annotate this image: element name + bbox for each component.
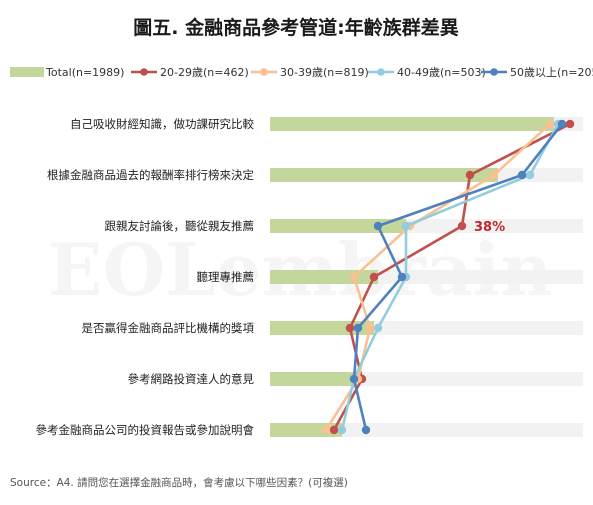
- legend-label-3: 40-49歲(n=503): [397, 65, 486, 79]
- legend-marker-1: [140, 68, 148, 76]
- legend: Total(n=1989) 20-29歲(n=462) 30-39歲(n=819) 4…: [10, 65, 593, 79]
- bar-total-1: [270, 168, 498, 182]
- series-0-point-6: [329, 425, 339, 435]
- category-label-6: 參考金融商品公司的投資報告或參加說明會: [36, 423, 255, 437]
- category-label-2: 跟親友討論後，聽從親友推薦: [105, 219, 255, 233]
- series-2-point-2: [401, 221, 411, 231]
- series-0-point-3: [369, 272, 379, 282]
- series-3-point-5: [349, 374, 359, 384]
- series-2-point-6: [337, 425, 347, 435]
- series-3-point-4: [353, 323, 363, 333]
- category-label-1: 根據金融商品過去的報酬率排行榜來決定: [47, 168, 254, 182]
- legend-swatch-0: [10, 67, 44, 77]
- category-labels: 自己吸收財經知識，做功課研究比較根據金融商品過去的報酬率排行榜來決定跟親友討論後…: [36, 117, 255, 437]
- category-label-5: 參考網路投資達人的意見: [128, 372, 255, 386]
- series-3-point-6: [361, 425, 371, 435]
- series-3-point-1: [517, 170, 527, 180]
- bar-total-5: [270, 372, 354, 386]
- series-1-point-4: [365, 323, 375, 333]
- legend-label-4: 50歲以上(n=205): [510, 65, 593, 79]
- series-1-point-0: [545, 119, 555, 129]
- series-1-point-1: [489, 170, 499, 180]
- legend-marker-4: [490, 68, 498, 76]
- bar-total-3: [270, 270, 378, 284]
- series-1-point-3: [349, 272, 359, 282]
- total-bars: [270, 117, 554, 437]
- series-0-point-0: [565, 119, 575, 129]
- legend-label-0: Total(n=1989): [45, 66, 124, 79]
- series-0-point-4: [345, 323, 355, 333]
- legend-label-1: 20-29歲(n=462): [160, 65, 249, 79]
- series-0-point-1: [465, 170, 475, 180]
- series-1-point-6: [321, 425, 331, 435]
- bar-total-2: [270, 219, 406, 233]
- chart-title: 圖五. 金融商品參考管道:年齡族群差異: [133, 16, 458, 39]
- series-0-point-2: [457, 221, 467, 231]
- series-3-point-3: [397, 272, 407, 282]
- source-note: Source：A4. 請問您在選擇金融商品時，會考慮以下哪些因素？(可複選): [10, 476, 348, 489]
- series-lines: [321, 119, 575, 435]
- series-2-point-4: [373, 323, 383, 333]
- category-label-0: 自己吸收財經知識，做功課研究比較: [70, 117, 254, 131]
- watermark: EOLembrain: [48, 227, 553, 312]
- category-label-3: 聽理專推薦: [197, 270, 255, 284]
- annotations: 38%: [474, 220, 505, 235]
- category-label-4: 是否贏得金融商品評比機構的獎項: [82, 321, 255, 335]
- annotation-0: 38%: [474, 220, 505, 235]
- row-background-6: [270, 423, 583, 437]
- bar-total-0: [270, 117, 554, 131]
- legend-label-2: 30-39歲(n=819): [280, 65, 369, 79]
- series-3-point-0: [557, 119, 567, 129]
- legend-marker-2: [260, 68, 268, 76]
- series-2-point-1: [525, 170, 535, 180]
- series-3-point-2: [373, 221, 383, 231]
- legend-marker-3: [377, 68, 385, 76]
